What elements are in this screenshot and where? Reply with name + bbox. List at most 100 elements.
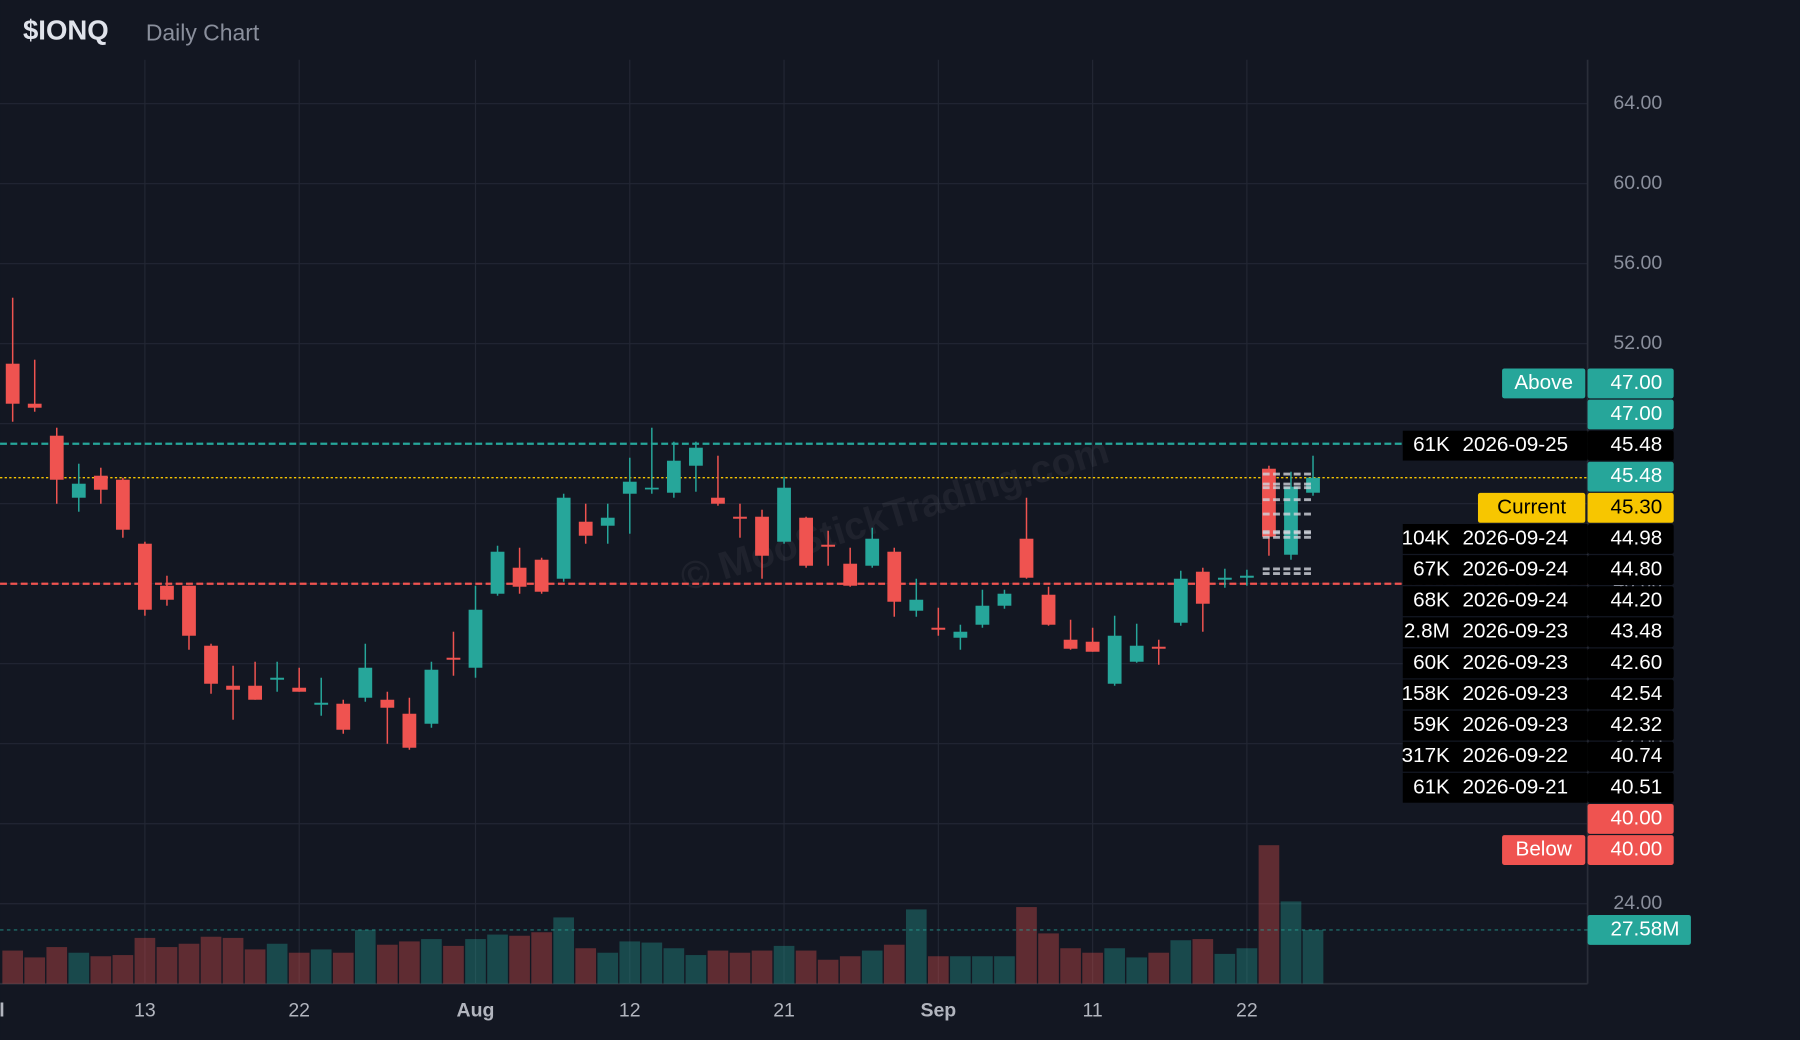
order-date: 2026-09-23 [1462,620,1568,643]
candle-body [5,363,20,404]
volume-bar [994,956,1015,984]
order-box [1402,555,1588,585]
chart-title: $IONQ [23,14,109,45]
volume-bar [1214,953,1236,984]
candle-body [248,685,262,700]
price-box [1587,586,1674,617]
volume-label-box [1587,915,1691,945]
order-box [1402,524,1588,554]
candle-body [402,713,417,748]
volume-bar [817,959,839,984]
price-label: 40.51 [1611,775,1663,798]
volume-bar [134,937,156,984]
candle-body [865,538,880,566]
candle-body [755,516,769,556]
candle-body [953,631,968,638]
volume-bar [707,950,729,984]
volume-bar [332,952,354,984]
price-label: 44.80 [1611,558,1663,581]
order-date: 2026-09-23 [1462,682,1568,705]
volume-bar [310,949,332,984]
candle-body [997,593,1012,606]
volume-bar [1280,901,1302,984]
volume-bar [972,956,993,984]
candle-body [931,627,946,630]
candle-body [578,521,593,536]
volume-bar [1170,940,1192,984]
candle-body [1240,575,1254,578]
candle-body [821,544,836,547]
price-box [1587,803,1674,834]
volume-bar [112,955,134,984]
order-box [1402,430,1588,461]
price-box [1587,430,1674,461]
volume-bar [46,947,68,984]
y-tick-label: 52.00 [1613,332,1662,354]
volume-bar [1082,952,1103,984]
volume-bar [509,935,530,984]
order-date: 2026-09-24 [1462,558,1568,581]
candle-body [1284,486,1298,555]
price-label: 40.00 [1611,806,1663,829]
candle-body [380,699,395,708]
volume-bar [178,943,200,984]
candle-body [1173,578,1188,623]
volume-bar [156,947,178,984]
candle-body [1262,468,1276,537]
volume-bar [377,944,398,984]
order-box [1402,710,1588,741]
candle-body [1107,635,1122,684]
candle-body [182,585,196,636]
x-tick-label: 12 [619,999,641,1021]
volume-bar [685,955,707,984]
candle-body [138,543,152,610]
order-size: 317K [1402,744,1450,767]
candle-body [711,497,725,504]
price-box [1587,368,1674,399]
price-label: 45.48 [1611,433,1663,456]
volume-bar [68,952,90,984]
candle-body [93,475,108,490]
candle-body [1195,571,1210,604]
volume-bar [465,939,486,984]
order-size: 61K [1413,433,1450,456]
x-tick-label: Aug [457,999,495,1021]
candle-body [556,497,571,579]
candle-body [336,703,351,730]
order-date: 2026-09-25 [1462,433,1568,456]
price-box [1587,399,1674,430]
candle-body [1151,646,1166,649]
order-size: 158K [1402,682,1450,705]
candle-body [27,403,42,408]
price-box [1587,461,1674,492]
order-size: 60K [1413,651,1450,674]
volume-bar [443,945,464,984]
volume-bar [729,952,751,984]
volume-bar [531,932,552,984]
volume-bar [1302,929,1324,984]
price-box [1587,648,1674,679]
y-tick-label: 24.00 [1613,892,1662,914]
price-label: 45.30 [1611,495,1663,518]
y-tick-label: 56.00 [1613,252,1662,274]
price-box [1587,617,1674,648]
order-size: 61K [1413,775,1450,798]
x-tick-label: Sep [920,999,956,1021]
candle-body [115,479,130,530]
price-box [1587,555,1674,585]
candle-body [975,605,990,625]
volume-bar [883,944,905,984]
price-label: 44.98 [1611,526,1663,549]
order-box [1402,648,1588,679]
price-box [1587,741,1674,772]
order-size: 68K [1413,589,1450,612]
volume-bar [773,945,795,984]
price-box [1587,524,1674,554]
volume-bar [597,952,619,984]
candle-body [799,517,813,566]
volume-bar [795,950,817,984]
candle-body [314,702,329,705]
candle-body [777,487,791,542]
volume-bar [751,950,773,984]
